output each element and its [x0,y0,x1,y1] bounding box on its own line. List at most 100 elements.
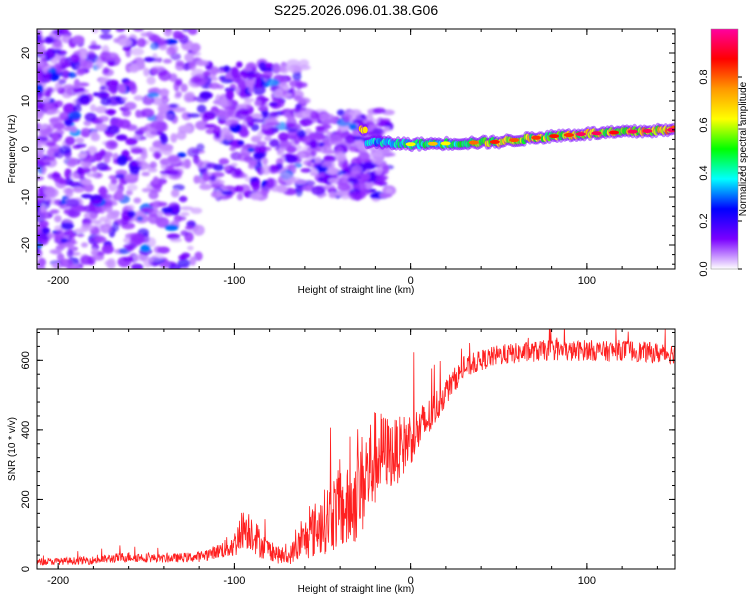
spectrogram-cell [105,52,119,61]
spectrogram-cell [140,108,155,118]
spectrogram-y-label: Frequency (Hz) [7,115,18,184]
spectrogram-cell [90,104,97,112]
spectrogram-cell [145,127,157,139]
spectrogram-cell [58,145,72,155]
spectrogram-cell [279,172,293,182]
spectrogram-cell [247,147,255,153]
spectrogram-cell [104,204,113,213]
spectrogram-cell [219,98,228,105]
spectrogram-cell [115,29,126,33]
spectrogram-x-axis: -200 -100 0 100 [47,29,658,287]
spectrogram-cell [133,197,142,204]
spectrogram-cell [266,78,280,87]
spectrogram-cell [323,118,333,125]
spectrogram-cell [372,158,383,165]
spectrogram-cell [155,40,170,45]
spectrogram-cell [152,176,160,186]
spectrogram-cell [230,66,239,78]
spectrogram-cell [147,167,158,173]
spectrogram-cell [59,258,73,268]
spectrogram-cell [54,229,64,241]
tone-peak [642,129,653,133]
spectrogram-cell [160,173,169,179]
colorbar-ramp [711,29,738,269]
spectrogram-cell [101,244,115,254]
tone-peak [575,132,586,137]
spectrogram-cell [77,152,87,159]
spectrogram-cell [140,32,150,37]
spectrogram-cell [191,51,201,57]
spectrogram-cell [348,123,358,131]
spectrogram-cell [82,60,93,70]
spectrogram-cell [243,100,252,109]
spectrogram-cell [79,51,88,60]
spectrogram-cell [66,159,77,168]
spectrogram-cell [249,177,258,182]
spectrogram-cell [37,248,41,255]
spectrogram-cell [199,183,213,190]
spectrogram-cell [80,255,93,266]
spectrogram-cell [176,33,186,39]
spectrogram-cell [38,209,48,221]
spectrogram-cell [172,184,185,191]
spectrogram-cell [149,161,157,169]
spectrogram-cell [190,207,203,214]
spectrogram-cell [37,122,41,127]
spectrogram-cell [253,151,265,159]
spectrogram-y-axis: -20 -10 0 10 20 [20,33,675,265]
spectrogram-cell [152,200,159,210]
spectrogram-cell [184,158,192,169]
spectrogram-cell [309,171,319,177]
y-tick-label: 400 [20,421,32,439]
spectrogram-cell [125,137,138,146]
spectrogram-cell [288,64,302,74]
spectrogram-cell [161,207,174,214]
spectrogram-cell [284,154,298,164]
tone-peak [627,129,638,134]
spectrogram-cell [383,126,390,132]
spectrogram-cell [110,178,118,185]
spectrogram-cell [147,208,160,218]
colorbar-tick-label: 0.0 [698,261,710,276]
spectrogram-cell [121,109,132,117]
y-tick-label: 0 [20,566,32,572]
spectrogram-cell [192,224,205,236]
spectrogram-cell [73,228,88,233]
x-tick-label: 0 [408,575,414,587]
spectrogram-cell [37,265,46,269]
spectrogram-cell [293,162,303,168]
spectrogram-cell [152,183,163,190]
spectrogram-cell [152,151,163,159]
spectrogram-cell [98,186,108,196]
spectrogram-cell [63,229,78,238]
spectrogram-cell [173,80,180,92]
tone-peak [405,142,416,147]
colorbar-tick-label: 0.6 [698,117,710,132]
tone-peak [609,130,619,135]
spectrogram-cell [60,238,68,243]
spectrogram-cell [236,61,243,68]
spectrogram-cell [44,90,52,98]
spectrogram-cell [98,115,110,123]
spectrogram-cell [49,72,60,82]
spectrogram-cell [190,76,202,84]
spectrogram-cell [81,167,91,174]
spectrogram-cell [334,190,349,197]
spectrogram-cell [104,260,114,266]
spectrogram-cell [37,34,42,41]
spectrogram-cell [79,94,91,105]
spectrogram-cell [66,249,74,259]
spectrogram-cell [175,63,186,71]
spectrogram-cell [328,191,337,199]
spectrogram-cell [223,131,234,141]
spectrogram-cell [121,222,135,230]
spectrogram-cell [294,180,308,185]
spectrogram-cell [116,154,128,166]
spectrogram-cell [210,66,219,75]
tone-peak [666,127,675,132]
spectrogram-cell [61,89,73,99]
spectrogram-cell [63,187,74,195]
spectrogram-cell [143,56,156,63]
spectrogram-cell [156,88,170,95]
spectrogram-cell [81,242,88,248]
